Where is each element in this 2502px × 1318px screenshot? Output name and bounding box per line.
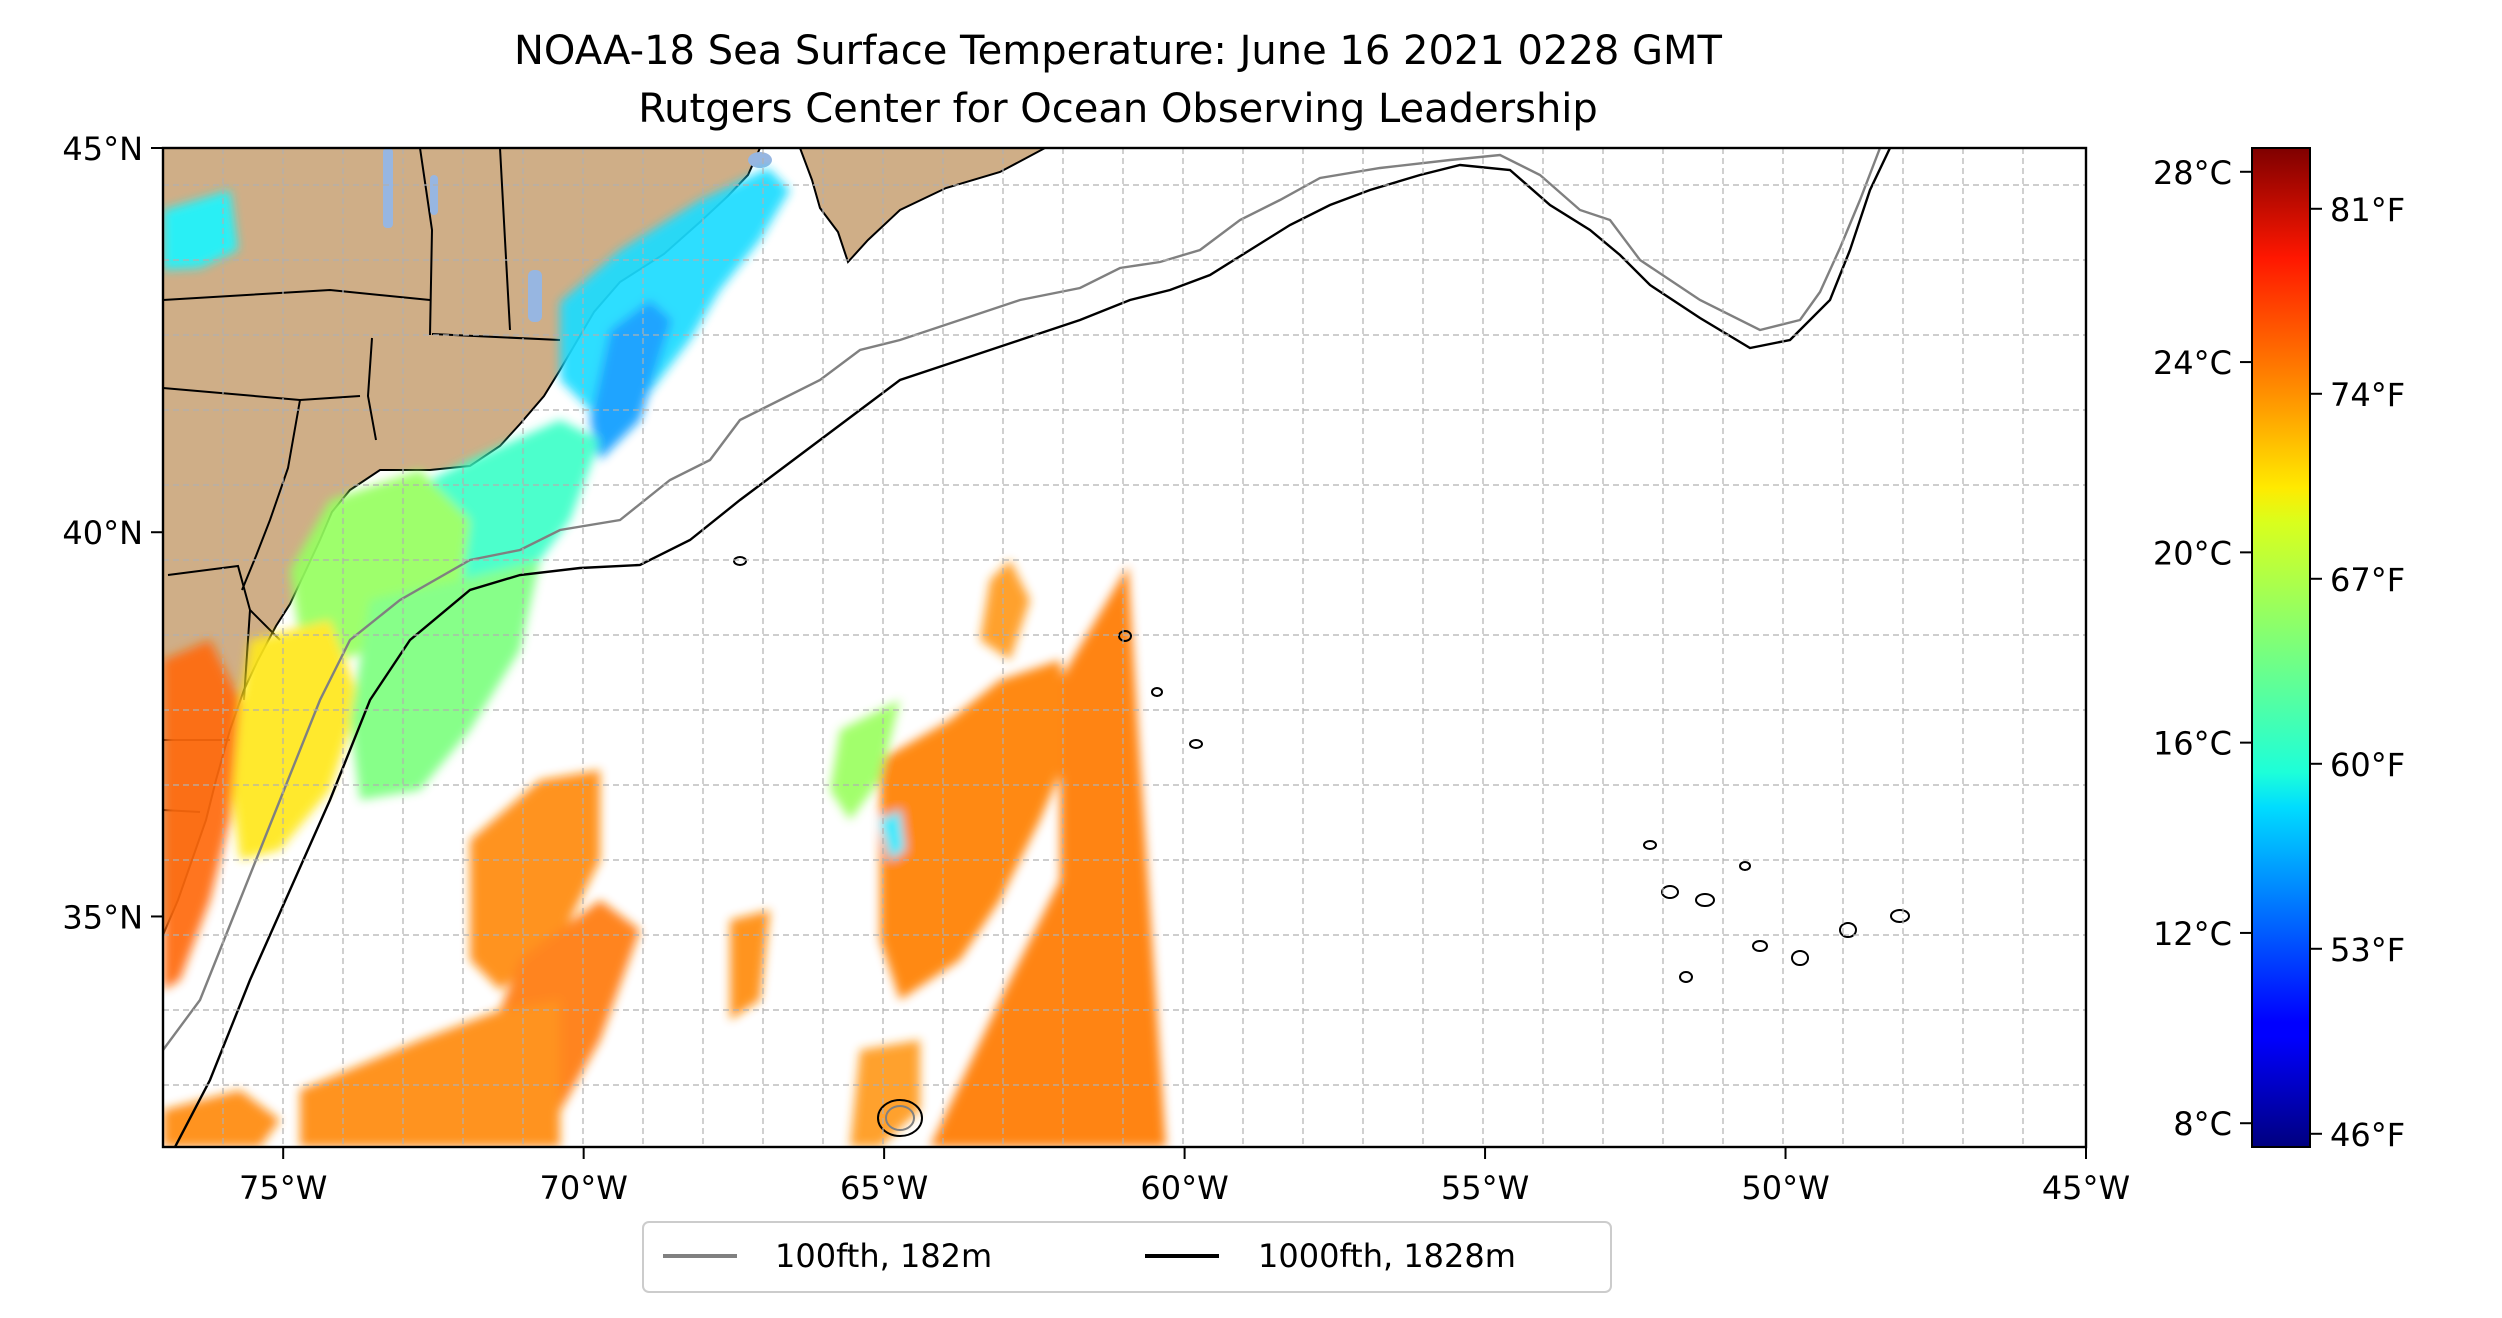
seamount-outlines [733,556,1910,1137]
chart-title: NOAA-18 Sea Surface Temperature: June 16… [514,28,1723,74]
lon-tick-label: 70°W [539,1169,627,1207]
lon-tick-label: 55°W [1441,1169,1529,1207]
legend-label-1000fth: 1000fth, 1828m [1258,1237,1516,1275]
map-axes: 75°W 70°W 65°W 60°W 55°W 50°W 45°W 35°N 40°N 45°N [62,130,2130,1207]
celsius-tick-label: 20°C [2153,534,2232,572]
lat-tick-label: 40°N [62,514,143,552]
gridlines [163,148,2086,1147]
sst-swaths [163,168,1166,1147]
contour-1000fth [173,148,1892,1147]
lat-tick-label: 35°N [62,898,143,936]
lon-tick-label: 75°W [239,1169,327,1207]
fahrenheit-tick-label: 67°F [2330,561,2405,599]
map-panel [163,148,2086,1147]
fahrenheit-tick-label: 60°F [2330,746,2405,784]
celsius-tick-label: 24°C [2153,344,2232,382]
map-frame [161,146,2088,1149]
chart-subtitle: Rutgers Center for Ocean Observing Leade… [638,86,1598,132]
celsius-tick-label: 16°C [2153,725,2232,763]
legend-box [642,1221,1612,1293]
celsius-tick-label: 8°C [2173,1105,2232,1143]
celsius-tick-label: 12°C [2153,915,2232,953]
contour-100fth [163,148,1882,1051]
fahrenheit-tick-label: 46°F [2330,1116,2405,1154]
lat-tick-label: 45°N [62,130,143,168]
celsius-tick-label: 28°C [2153,154,2232,192]
colorbar-gradient [2251,147,2311,1148]
lon-tick-label: 50°W [1741,1169,1829,1207]
lon-tick-label: 65°W [840,1169,928,1207]
lon-tick-label: 60°W [1140,1169,1228,1207]
colorbar: 8°C 12°C 16°C 20°C 24°C 28°C 46°F 53°F 60°F 67°F 7… [2153,147,2405,1154]
lon-tick-label: 45°W [2042,1169,2130,1207]
legend: 100fth, 182m 1000fth, 1828m [642,1221,1612,1293]
land-nova-scotia [798,148,1046,264]
legend-label-100fth: 100fth, 182m [775,1237,992,1275]
colorbar-axes: 8°C 12°C 16°C 20°C 24°C 28°C 46°F 53°F 60°F 67°F 7… [2153,154,2405,1154]
fahrenheit-tick-label: 81°F [2330,191,2405,229]
fahrenheit-tick-label: 74°F [2330,376,2405,414]
fahrenheit-tick-label: 53°F [2330,931,2405,969]
